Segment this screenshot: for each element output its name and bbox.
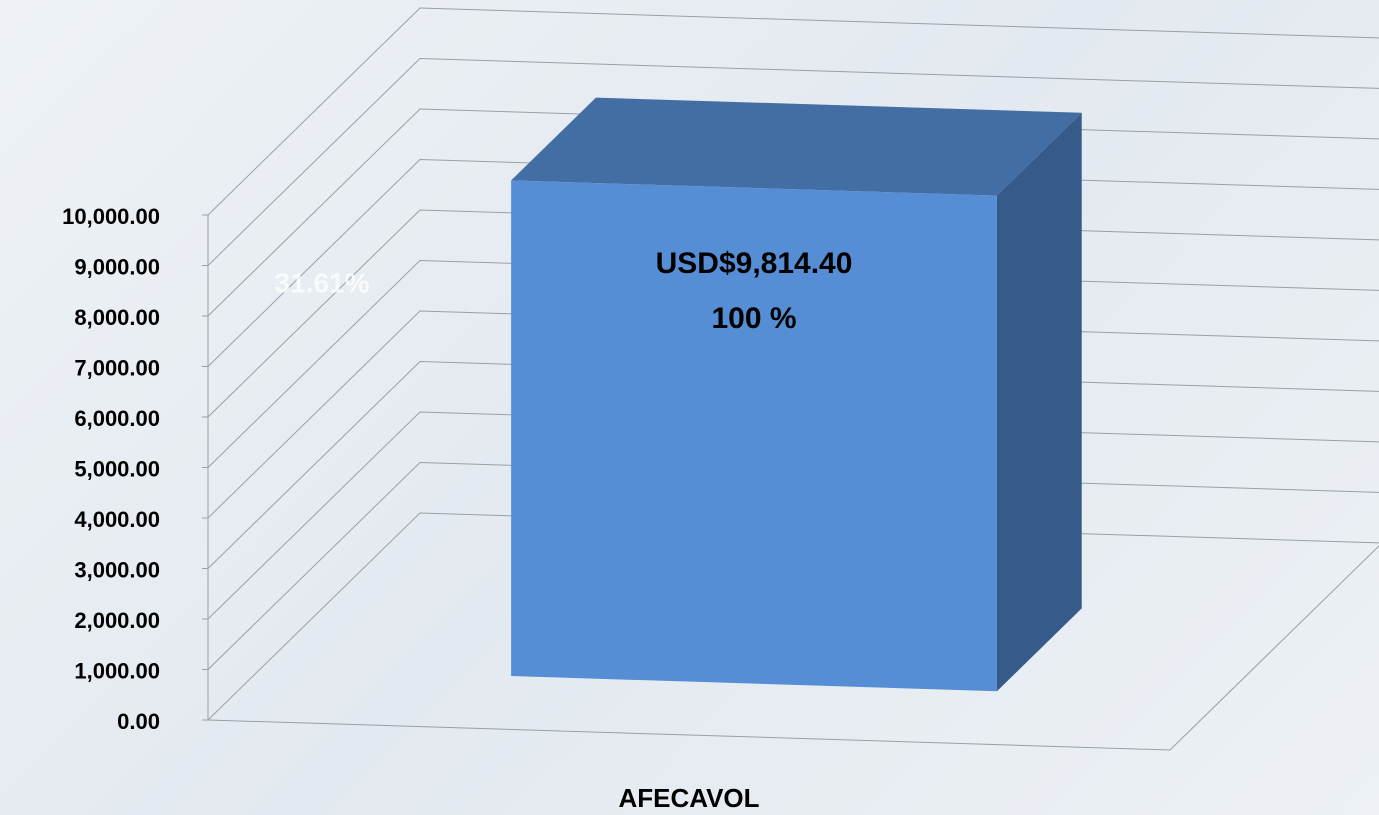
y-tick-label: 1,000.00: [74, 658, 160, 683]
y-tick-label: 5,000.00: [74, 456, 160, 481]
annotation: 31.61%: [275, 267, 370, 298]
y-tick-label: 6,000.00: [74, 406, 160, 431]
grid-line: [207, 7, 1379, 216]
grid-line: [207, 360, 1379, 569]
category-label: AFECAVOL: [618, 783, 759, 813]
y-tick-label: 7,000.00: [74, 355, 160, 380]
y-tick-label: 8,000.00: [74, 305, 160, 330]
bar-side: [996, 112, 1082, 692]
value-label: USD$9,814.40: [656, 247, 853, 280]
y-tick-label: 9,000.00: [74, 254, 160, 279]
grid-line: [207, 158, 1379, 367]
grid-line: [207, 310, 1379, 519]
grid-line: [207, 108, 1379, 317]
annotation: 100 %: [711, 302, 796, 335]
y-tick-label: 3,000.00: [74, 557, 160, 582]
y-tick-label: 0.00: [117, 709, 160, 734]
grid-line: [207, 512, 1379, 721]
y-tick-label: 2,000.00: [74, 608, 160, 633]
grid-line: [207, 209, 1379, 418]
bar-top: [511, 97, 1082, 196]
grid-line: [207, 57, 1379, 266]
grid-line: [207, 259, 1379, 468]
bar: [511, 180, 997, 692]
floor-edge: [207, 545, 1379, 751]
y-tick-label: 10,000.00: [62, 204, 160, 229]
grid-line: [207, 461, 1379, 670]
grid-line: [207, 411, 1379, 620]
y-tick-label: 4,000.00: [74, 507, 160, 532]
